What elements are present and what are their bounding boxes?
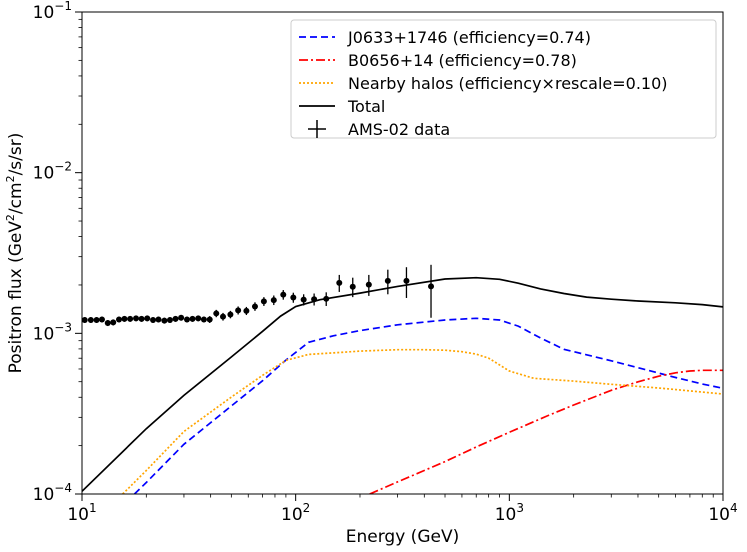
x-tick-label: 104	[708, 501, 737, 525]
ams02-data-layer	[81, 264, 435, 327]
data-point	[116, 316, 123, 323]
series-line-2	[122, 348, 723, 494]
y-axis-label-part-b: /cm	[6, 182, 26, 214]
data-point	[200, 316, 207, 323]
data-point	[300, 296, 307, 303]
data-point	[195, 315, 202, 322]
data-point	[235, 307, 242, 314]
data-point	[251, 303, 258, 310]
y-tick-label: 10−4	[33, 481, 72, 505]
legend: J0633+1746 (efficiency=0.74) B0656+14 (ef…	[290, 19, 717, 139]
data-point	[260, 298, 267, 305]
y-axis-label: Positron flux (GeV2/cm2/s/sr)	[4, 133, 26, 374]
data-point	[384, 277, 391, 284]
data-point	[110, 319, 117, 326]
legend-label-3: Total	[347, 97, 385, 116]
x-tick-label: 101	[67, 501, 96, 525]
data-point	[172, 315, 179, 322]
axis-ticks	[75, 11, 724, 501]
data-point	[81, 317, 88, 324]
x-tick-label: 103	[495, 501, 524, 525]
y-tick-label: 10−3	[33, 320, 72, 344]
data-point	[127, 315, 134, 322]
series-line-0	[133, 317, 723, 494]
data-point	[290, 294, 297, 301]
data-point	[150, 317, 157, 324]
data-point	[243, 307, 250, 314]
data-point	[93, 317, 100, 324]
data-point	[189, 315, 196, 322]
legend-box	[290, 19, 717, 139]
legend-label-4: AMS-02 data	[348, 120, 450, 139]
data-point	[349, 283, 356, 290]
y-tick-label: 10−1	[33, 0, 72, 23]
data-point	[336, 279, 343, 286]
data-point	[133, 315, 140, 322]
plot-frame	[81, 11, 724, 495]
legend-label-2: Nearby halos (efficiency×rescale=0.10)	[348, 74, 668, 93]
data-point	[183, 316, 190, 323]
data-point	[213, 310, 220, 317]
data-point	[365, 281, 372, 288]
legend-label-0: J0633+1746 (efficiency=0.74)	[347, 28, 591, 47]
data-point	[178, 314, 185, 321]
data-point	[166, 317, 173, 324]
series-layer	[82, 276, 723, 494]
data-point	[104, 319, 111, 326]
data-point	[428, 283, 435, 290]
data-point	[270, 297, 277, 304]
data-point	[227, 311, 234, 318]
data-point	[138, 315, 145, 322]
legend-items: J0633+1746 (efficiency=0.74) B0656+14 (ef…	[299, 28, 668, 139]
data-point	[121, 315, 128, 322]
y-axis-label-part-a: Positron flux (GeV	[6, 221, 26, 374]
data-point	[220, 313, 227, 320]
x-tick-label: 102	[281, 501, 310, 525]
y-axis-label-sup-1: 2	[4, 214, 17, 221]
legend-label-1: B0656+14 (efficiency=0.78)	[348, 51, 577, 70]
data-point	[161, 317, 168, 324]
data-point	[155, 316, 162, 323]
y-axis-label-sup-2: 2	[4, 175, 17, 182]
data-point	[144, 315, 151, 322]
data-point	[280, 291, 287, 298]
y-axis-label-part-c: /s/sr)	[6, 133, 26, 176]
data-point	[311, 296, 318, 303]
data-point	[206, 316, 213, 323]
x-axis-label: Energy (GeV)	[346, 527, 459, 547]
tick-labels: 101 102 103 104 10−4 10−3 10−2 10−1	[33, 0, 738, 525]
y-tick-label: 10−2	[33, 160, 72, 184]
data-point	[98, 316, 105, 323]
series-line-3	[82, 276, 723, 492]
data-point	[323, 295, 330, 302]
data-point	[87, 317, 94, 324]
data-point	[403, 277, 410, 284]
series-line-1	[369, 369, 723, 494]
